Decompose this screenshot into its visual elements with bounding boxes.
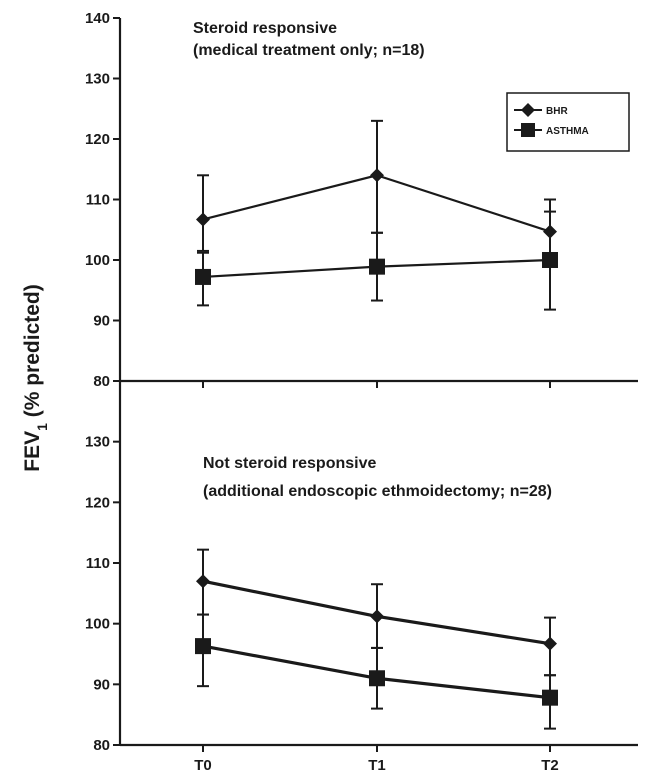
data-markers — [195, 168, 558, 706]
data-point-square — [542, 252, 558, 268]
bottom-panel-annotation-line2: (additional endoscopic ethmoidectomy; n=… — [203, 483, 552, 500]
y-tick-label: 110 — [86, 192, 110, 209]
y-tick-label: 120 — [85, 494, 110, 511]
data-point-square — [195, 638, 211, 655]
data-point-diamond — [543, 224, 557, 239]
y-tick-label: 110 — [86, 555, 110, 572]
bottom-panel-annotation-line1: Not steroid responsive — [203, 455, 376, 472]
data-point-diamond — [370, 609, 384, 624]
legend: BHR ASTHMA — [506, 92, 630, 152]
y-tick-label: 80 — [93, 737, 110, 754]
x-ticks: T0 T1 T2 — [194, 381, 559, 773]
y-tick-label: 140 — [85, 10, 110, 27]
data-point-diamond — [543, 636, 557, 651]
y-axis-label-subscript: 1 — [34, 423, 50, 431]
legend-square-icon — [521, 123, 535, 137]
legend-label-asthma: ASTHMA — [546, 126, 589, 137]
y-tick-label: 130 — [85, 434, 110, 451]
data-point-square — [369, 258, 385, 275]
legend-box — [506, 92, 630, 152]
legend-diamond-icon — [521, 103, 535, 117]
y-tick-label: 90 — [93, 676, 110, 693]
y-tick-label: 100 — [85, 616, 110, 633]
x-tick-label: T0 — [194, 757, 212, 773]
x-tick-label: T1 — [368, 757, 386, 773]
data-point-diamond — [370, 168, 384, 183]
top-panel-annotation-line1: Steroid responsive — [193, 20, 337, 37]
data-point-diamond — [196, 574, 210, 589]
data-point-square — [369, 670, 385, 687]
y-tick-label: 100 — [85, 252, 110, 269]
y-axis-label: FEV1 (% predicted) — [21, 284, 50, 472]
x-tick-label: T2 — [541, 757, 559, 773]
y-tick-label: 120 — [85, 131, 110, 148]
y-tick-label: 90 — [93, 313, 110, 330]
y-tick-label: 130 — [85, 71, 110, 88]
y-ticks: 80 90 100 110 120 130 140 80 90 100 110 120 130 — [85, 10, 120, 754]
y-tick-label: 80 — [93, 373, 110, 390]
data-point-diamond — [196, 212, 210, 227]
data-point-square — [542, 689, 558, 706]
top-panel-annotation-line2: (medical treatment only; n=18) — [193, 42, 425, 59]
legend-label-bhr: BHR — [546, 106, 568, 117]
data-point-square — [195, 268, 211, 285]
